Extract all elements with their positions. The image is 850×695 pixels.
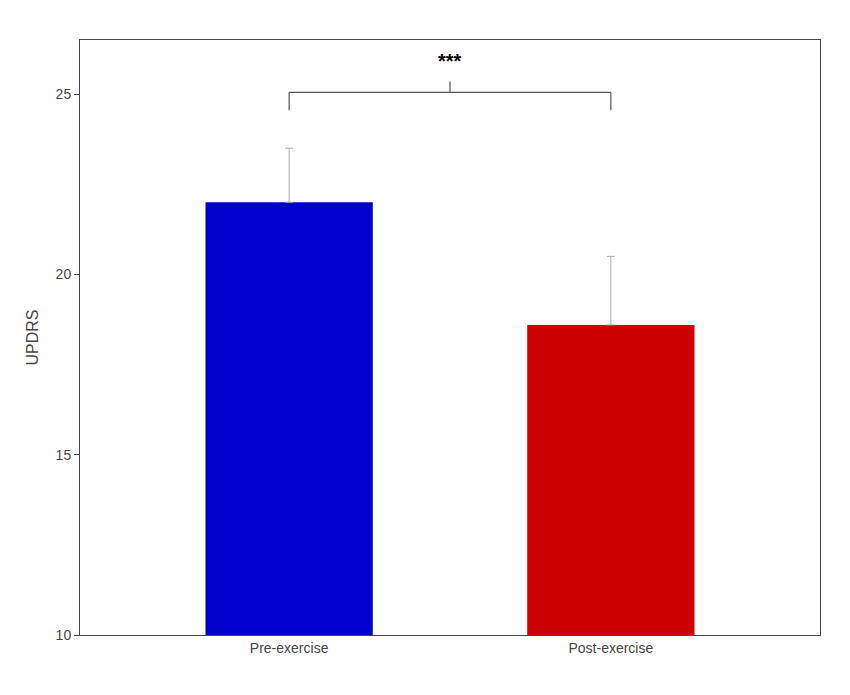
svg-text:Post-exercise: Post-exercise xyxy=(568,640,653,656)
svg-text:25: 25 xyxy=(56,86,72,102)
svg-text:20: 20 xyxy=(56,266,72,282)
svg-text:15: 15 xyxy=(56,447,72,463)
svg-text:***: *** xyxy=(438,50,462,72)
svg-text:10: 10 xyxy=(56,627,72,643)
svg-text:UPDRS: UPDRS xyxy=(24,309,41,365)
svg-text:Pre-exercise: Pre-exercise xyxy=(250,640,329,656)
